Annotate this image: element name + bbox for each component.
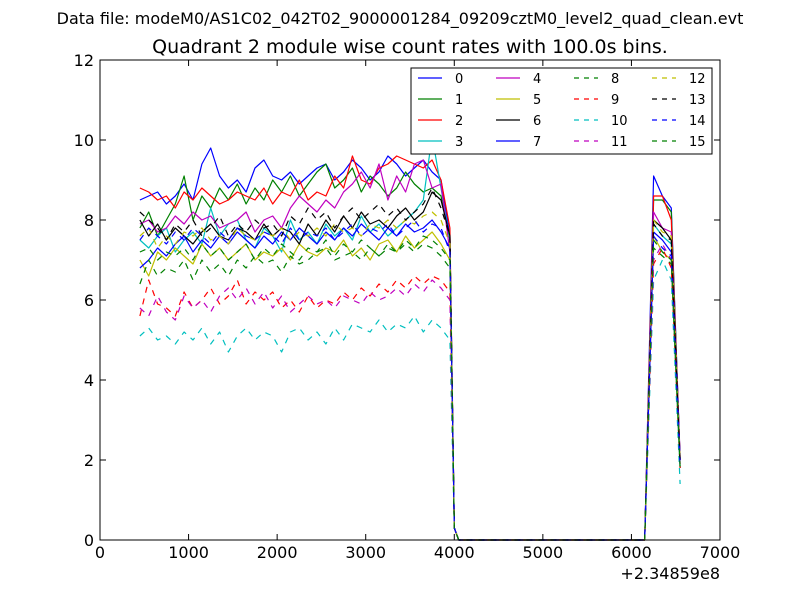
legend-label: 10 (611, 114, 628, 129)
x-offset-label: +2.34859e8 (620, 564, 720, 583)
legend-item: 13 (652, 93, 706, 108)
legend-label: 2 (455, 114, 463, 129)
series-line-8 (139, 243, 681, 541)
legend-item: 11 (574, 135, 628, 150)
legend-item: 2 (418, 114, 463, 129)
legend-label: 13 (689, 93, 706, 108)
x-tick-label: 5000 (522, 543, 563, 562)
series-group (139, 135, 681, 541)
legend-label: 8 (611, 72, 619, 87)
legend-label: 14 (689, 114, 706, 129)
legend-item: 12 (652, 72, 706, 87)
legend-label: 15 (689, 135, 706, 150)
y-tick-label: 4 (84, 371, 94, 390)
chart-title: Quadrant 2 module wise count rates with … (152, 36, 668, 58)
legend-label: 6 (533, 114, 541, 129)
series-line-14 (139, 219, 681, 541)
legend-item: 7 (496, 135, 541, 150)
series-line-11 (139, 243, 681, 541)
series-line-12 (139, 211, 681, 541)
x-tick-label: 3000 (345, 543, 386, 562)
legend-item: 4 (496, 72, 541, 87)
legend-item: 3 (418, 135, 463, 150)
y-tick-label: 0 (84, 531, 94, 550)
y-tick-label: 10 (74, 131, 94, 150)
legend-item: 5 (496, 93, 541, 108)
legend-item: 0 (418, 72, 463, 87)
legend-item: 14 (652, 114, 706, 129)
legend-label: 11 (611, 135, 628, 150)
legend-item: 8 (574, 72, 619, 87)
y-tick-label: 6 (84, 291, 94, 310)
legend-item: 6 (496, 114, 541, 129)
legend-label: 0 (455, 72, 463, 87)
legend-label: 7 (533, 135, 541, 150)
legend-label: 3 (455, 135, 463, 150)
legend-box (410, 67, 713, 155)
x-tick-label: 2000 (257, 543, 298, 562)
legend-item: 9 (574, 93, 619, 108)
legend-label: 9 (611, 93, 619, 108)
chart-suptitle: Data file: modeM0/AS1C02_042T02_90000012… (57, 9, 744, 29)
x-tick-label: 4000 (434, 543, 475, 562)
series-line-10 (139, 259, 681, 541)
legend-item: 10 (574, 114, 628, 129)
legend-item: 15 (652, 135, 706, 150)
x-tick-label: 1000 (168, 543, 209, 562)
x-tick-label: 7000 (700, 543, 741, 562)
y-tick-label: 2 (84, 451, 94, 470)
legend-label: 1 (455, 93, 463, 108)
series-line-15 (139, 235, 681, 541)
y-tick-label: 8 (84, 211, 94, 230)
x-tick-label: 6000 (611, 543, 652, 562)
series-line-2 (139, 155, 681, 541)
series-line-6 (139, 191, 681, 541)
y-tick-label: 12 (74, 51, 94, 70)
legend-label: 5 (533, 93, 541, 108)
plot-area: 0 1000 2000 3000 4000 5000 6000 700002468101201… (74, 51, 741, 562)
legend-label: 12 (689, 72, 706, 87)
legend-label: 4 (533, 72, 541, 87)
legend-item: 1 (418, 93, 463, 108)
x-tick-label: 0 (95, 543, 105, 562)
